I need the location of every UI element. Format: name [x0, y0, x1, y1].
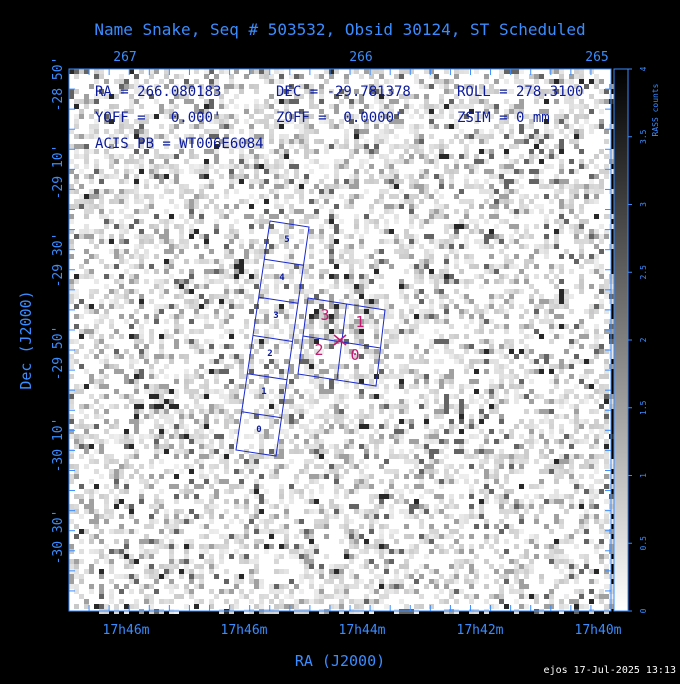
acis-s-array: 5 4 3 2 1 0 — [235, 220, 310, 457]
colorbar-tick-label: 1.5 — [639, 400, 648, 415]
colorbar-tick-label: 2.5 — [639, 265, 648, 280]
pointing-info: RA = 266.080183 DEC = -29.781378 ROLL = … — [95, 84, 583, 152]
left-tick-label: -30 30' — [51, 510, 66, 565]
bottom-tick-label: 17h46m — [103, 623, 150, 638]
acis-s-divider — [253, 335, 293, 342]
acis-s-divider — [258, 296, 299, 304]
left-tick-label: -29 50' — [51, 326, 66, 381]
footer-stamp: ejos 17-Jul-2025 13:13 — [544, 665, 676, 676]
acis-s-divider — [241, 411, 282, 419]
left-axis: -28 50' -29 10' -29 30' -29 50' -30 10' -30 3… — [51, 57, 66, 565]
info-ra: RA = 266.080183 — [95, 84, 221, 100]
acis-i-outline — [297, 297, 386, 387]
acis-i-chip-2: 2 — [314, 341, 323, 359]
colorbar-tick-label: 3 — [639, 202, 648, 207]
bottom-tick-label: 17h42m — [457, 623, 504, 638]
acis-i-chip-0: 0 — [350, 346, 359, 364]
aimpoint-marker — [333, 334, 347, 346]
colorbar-tick-label: 1 — [639, 473, 648, 478]
acis-s-divider — [264, 258, 304, 266]
bottom-axis: 17h46m 17h46m 17h44m 17h42m 17h40m — [103, 623, 622, 638]
plot-title: Name Snake, Seq # 503532, Obsid 30124, S… — [94, 20, 585, 39]
acis-s-divider — [247, 373, 288, 381]
info-acis-pb: ACIS PB = WT006E6084 — [95, 136, 264, 152]
acis-i-array: 3 1 2 0 — [297, 297, 386, 387]
acis-i-chip-1: 1 — [355, 313, 364, 331]
left-tick-label: -29 10' — [51, 145, 66, 200]
colorbar-ramp — [613, 68, 629, 612]
colorbar: 0 0.5 1 1.5 2 2.5 3 3.5 4 RASS counts — [613, 66, 660, 613]
plot-frame — [68, 68, 612, 612]
acis-s-outline — [235, 220, 310, 457]
info-zoff: ZOFF = 0.0000' — [276, 110, 402, 126]
top-axis: 267 266 265 — [113, 50, 608, 65]
x-axis-label: RA (J2000) — [295, 652, 385, 670]
acis-i-chip-3: 3 — [320, 306, 329, 324]
top-tick-label: 267 — [113, 50, 136, 65]
y-axis-label: Dec (J2000) — [17, 290, 35, 389]
colorbar-tick-label: 0.5 — [639, 536, 648, 551]
left-tick-label: -30 10' — [51, 418, 66, 473]
colorbar-tick-label: 3.5 — [639, 129, 648, 144]
colorbar-tick-label: 2 — [639, 337, 648, 342]
colorbar-label: RASS counts — [651, 83, 660, 136]
bottom-tick-label: 17h44m — [339, 623, 386, 638]
frame-ticks — [68, 68, 612, 612]
colorbar-tick-label: 0 — [639, 608, 648, 613]
acis-s-chip-1: 1 — [261, 387, 266, 397]
info-zsim: ZSIM = 0 mm — [457, 110, 550, 126]
left-tick-label: -28 50' — [51, 57, 66, 112]
info-yoff: YOFF = 0.000' — [95, 110, 221, 126]
acis-s-chip-2: 2 — [267, 349, 272, 359]
left-tick-label: -29 30' — [51, 233, 66, 288]
acis-s-chip-5: 5 — [284, 235, 289, 245]
info-dec: DEC = -29.781378 — [276, 84, 411, 100]
acis-s-chip-3: 3 — [273, 311, 278, 321]
bottom-tick-label: 17h46m — [221, 623, 268, 638]
bottom-tick-label: 17h40m — [575, 623, 622, 638]
acis-s-chip-0: 0 — [256, 425, 261, 435]
rass-image — [69, 69, 614, 614]
top-tick-label: 266 — [349, 50, 372, 65]
colorbar-tick-label: 4 — [639, 66, 648, 71]
top-tick-label: 265 — [585, 50, 608, 65]
info-roll: ROLL = 278.3100 — [457, 84, 583, 100]
acis-s-chip-4: 4 — [279, 273, 285, 283]
